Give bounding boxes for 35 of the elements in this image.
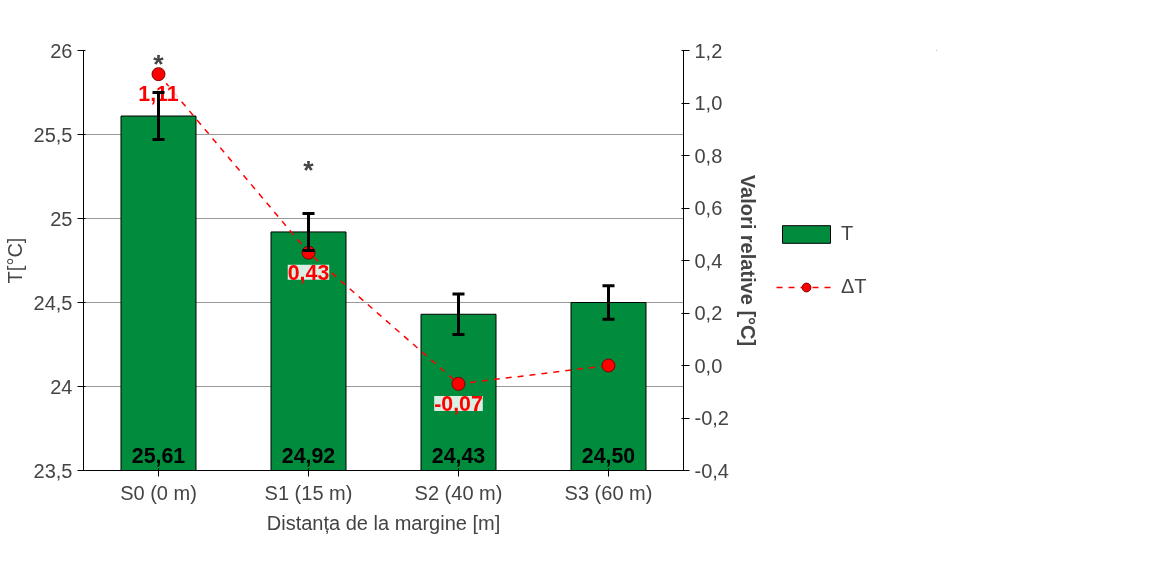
data-label: 24,43 <box>431 443 486 468</box>
y-tick-label: 24,5 <box>33 291 73 314</box>
y2-tick-label: 0,8 <box>694 144 723 167</box>
data-label: 0,43 <box>287 260 330 285</box>
y2-tick-label: 0,4 <box>694 249 723 272</box>
annotation: * <box>153 48 165 79</box>
data-label: -0,07 <box>434 391 483 416</box>
data-label: 24,92 <box>281 443 336 468</box>
x-axis-title: Distanța de la margine [m] <box>266 511 501 534</box>
point <box>451 376 466 391</box>
y2-tick-label: 0,0 <box>694 354 723 377</box>
x-tick-label: S0 (0 m) <box>120 481 197 504</box>
y2-axis-title: Valori relative [°C] <box>736 174 759 347</box>
x-tick-label: S1 (15 m) <box>264 481 353 504</box>
point <box>151 67 166 82</box>
legend-label: ΔT <box>841 275 867 298</box>
y2-tick-label: 1,2 <box>694 39 723 62</box>
y-axis-title: T[°C] <box>3 237 26 284</box>
x-tick-label: S2 (40 m) <box>414 481 503 504</box>
legend-label: T <box>841 222 855 245</box>
y2-tick-label: -0,4 <box>694 459 729 482</box>
y-tick-label: 25 <box>50 207 73 230</box>
y-tick-label: 23,5 <box>33 459 73 482</box>
y2-tick-label: -0,2 <box>694 407 729 429</box>
x-tick-label: S3 (60 m) <box>564 481 653 504</box>
y2-tick-label: 0,6 <box>694 197 723 219</box>
point <box>601 358 616 373</box>
y-tick-label: 25,5 <box>33 123 73 146</box>
y-tick-label: 26 <box>50 39 73 62</box>
y2-tick-label: 0,2 <box>694 302 723 324</box>
data-label: 25,61 <box>131 443 186 468</box>
y-tick-label: 24 <box>50 375 73 398</box>
annotation: * <box>303 155 315 186</box>
data-label: 24,50 <box>581 443 636 468</box>
y2-tick-label: 1,0 <box>694 92 723 114</box>
